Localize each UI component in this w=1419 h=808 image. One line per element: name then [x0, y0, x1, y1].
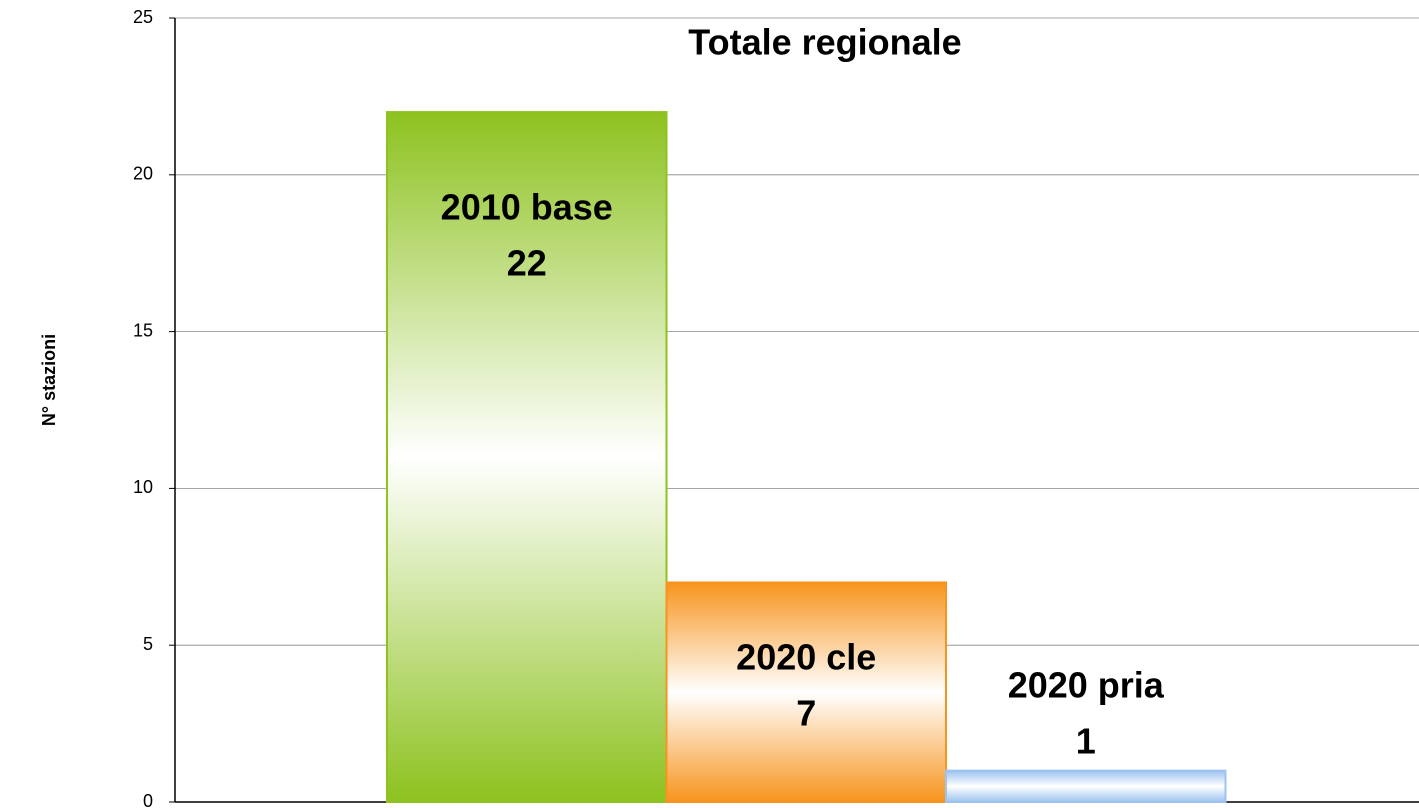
bar [665, 581, 947, 803]
data-label-category: 2020 pria [1008, 665, 1165, 706]
data-label-value: 1 [1076, 721, 1096, 762]
data-label-value: 7 [796, 693, 816, 734]
chart-title: Totale regionale [688, 22, 961, 63]
y-tick-label: 0 [143, 791, 153, 808]
data-label-category: 2020 cle [736, 637, 876, 678]
bar [945, 769, 1227, 804]
y-axis-label: N° stazioni [39, 334, 59, 426]
y-tick-label: 25 [133, 7, 153, 27]
bar [386, 111, 668, 803]
y-tick-label: 10 [133, 477, 153, 497]
y-tick-label: 5 [143, 634, 153, 654]
data-label-category: 2010 base [441, 187, 613, 228]
y-tick-label: 15 [133, 320, 153, 340]
data-label-value: 22 [507, 243, 547, 284]
y-tick-label: 20 [133, 164, 153, 184]
